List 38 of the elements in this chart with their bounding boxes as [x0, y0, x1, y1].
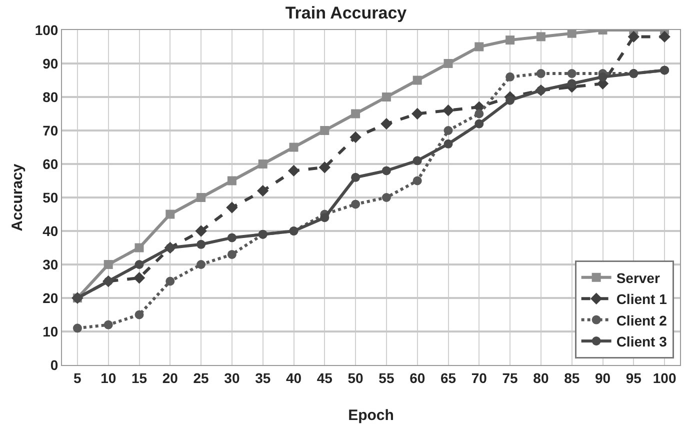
y-axis-title: Accuracy: [9, 163, 26, 232]
x-tick-label: 75: [502, 370, 518, 386]
x-tick-label: 80: [533, 370, 549, 386]
legend-label: Client 3: [616, 333, 668, 350]
chart-title: Train Accuracy: [285, 3, 408, 22]
y-tick-label: 90: [42, 55, 58, 72]
y-tick-label: 60: [42, 156, 58, 172]
y-tick-label: 70: [42, 122, 58, 138]
x-tick-label: 45: [316, 370, 333, 386]
x-tick-label: 40: [286, 370, 302, 386]
x-tick-label: 50: [348, 370, 364, 386]
legend-label: Server: [616, 270, 660, 286]
x-axis-title: Epoch: [348, 407, 394, 424]
x-tick-label: 30: [224, 370, 240, 386]
y-tick-label: 40: [42, 222, 58, 239]
x-tick-label: 25: [193, 370, 210, 386]
legend-label: Client 1: [616, 291, 668, 308]
y-tick-label: 50: [42, 189, 58, 206]
x-tick-label: 35: [255, 370, 271, 386]
y-tick-label: 100: [34, 22, 58, 38]
x-tick-label: 20: [162, 370, 178, 386]
x-tick-label: 95: [626, 370, 642, 386]
x-tick-label: 65: [440, 370, 456, 386]
legend-label: Client 2: [616, 312, 668, 328]
x-tick-label: 5: [74, 370, 82, 386]
x-tick-label: 100: [652, 370, 676, 386]
y-tick-label: 20: [42, 290, 58, 306]
y-tick-label: 0: [50, 356, 58, 373]
y-tick-label: 30: [42, 256, 58, 272]
x-tick-label: 70: [471, 370, 488, 386]
x-tick-label: 10: [100, 370, 116, 386]
y-tick-label: 80: [42, 88, 58, 105]
x-tick-label: 85: [564, 370, 580, 386]
y-tick-label: 10: [42, 323, 58, 340]
x-tick-label: 90: [594, 370, 611, 386]
x-tick-label: 55: [378, 370, 394, 386]
x-tick-label: 15: [131, 370, 148, 386]
x-tick-label: 60: [410, 370, 426, 386]
